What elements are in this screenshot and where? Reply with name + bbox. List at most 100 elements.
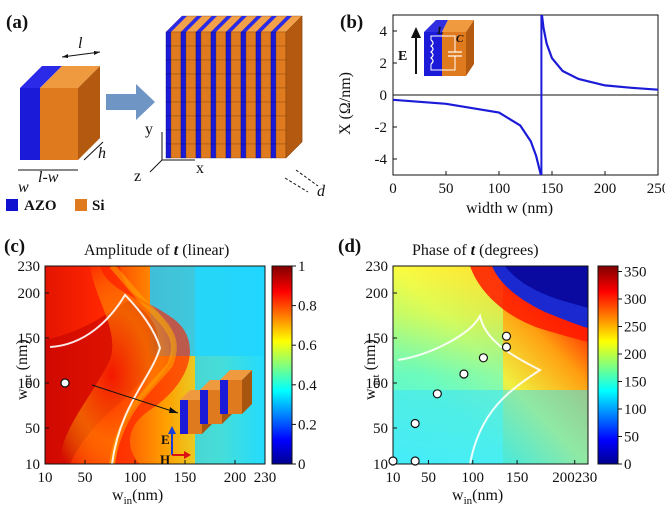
- data-point: [388, 456, 398, 466]
- panel-a: (a) l h l-w w y x z: [6, 12, 326, 214]
- axis-z-label: z: [134, 168, 141, 185]
- heatmap-ytick: 200: [18, 286, 41, 302]
- heatmap-ytick: 50: [373, 421, 388, 437]
- plot-d-frame: [392, 265, 589, 465]
- colorbar-tick: 0.8: [298, 299, 317, 315]
- plot-b-xtick: 200: [594, 181, 617, 197]
- colorbar-tick: 350: [624, 265, 647, 281]
- dim-l: l: [78, 35, 83, 52]
- colorbar-tick: 150: [624, 375, 647, 391]
- plot-b-xtick: 100: [488, 181, 511, 197]
- plot-b-xtick: 0: [389, 181, 397, 197]
- axis-x-label: x: [196, 160, 204, 177]
- axis-y-label: y: [145, 121, 153, 138]
- colorbar-c-ticks: 0 0.2 0.4 0.6 0.8 1: [292, 259, 317, 473]
- plot-c-title: Amplitude of t (linear): [84, 242, 229, 259]
- plot-b-ylabel: X (Ω/nm): [337, 72, 354, 135]
- heatmap-ytick: 150: [366, 331, 389, 347]
- legend-azo-swatch: [6, 199, 18, 211]
- panel-label-d: (d): [338, 236, 361, 257]
- heatmap-ytick: 10: [25, 457, 40, 473]
- heatmap-xtick: 50: [78, 470, 93, 486]
- heatmap-ytick: 10: [373, 457, 388, 473]
- colorbar-tick: 200: [624, 347, 647, 363]
- heatmap-ytick: 100: [18, 376, 41, 392]
- plot-d-xlabel: win(nm): [452, 487, 503, 507]
- contour-line: [49, 293, 162, 464]
- legend-si-label: Si: [92, 198, 105, 214]
- data-point: [478, 353, 489, 363]
- colorbar-tick: 50: [624, 430, 639, 446]
- plot-b-xtick: 150: [541, 181, 564, 197]
- heatmap-xtick: 100: [462, 470, 485, 486]
- heatmap-xtick: 50: [421, 470, 436, 486]
- colorbar-tick: 0.6: [298, 338, 317, 354]
- colorbar-tick: 0.4: [298, 378, 317, 394]
- plot-b-xlabel: width w (nm): [466, 200, 553, 217]
- plot-d-ylabel: wout(nm): [362, 339, 382, 400]
- array-inset: E H: [91, 370, 252, 467]
- panel-label-a: (a): [6, 12, 28, 33]
- colorbar-tick: 1: [298, 259, 306, 275]
- e-field-arrow-icon: [411, 27, 421, 38]
- marked-point: [60, 378, 70, 388]
- metamaterial-array: [165, 15, 303, 159]
- colorbar-d: [597, 265, 619, 465]
- heatmap-ytick: 230: [18, 259, 41, 275]
- panel-label-c: (c): [4, 236, 25, 257]
- heatmap-ytick: 150: [18, 331, 41, 347]
- data-point: [459, 369, 469, 379]
- heatmap-xtick: 200: [224, 470, 247, 486]
- heatmap-phase: [393, 266, 588, 464]
- plot-b-ytick: 0: [380, 88, 388, 104]
- data-point: [410, 456, 420, 466]
- legend-azo-label: AZO: [24, 198, 57, 214]
- heatmap-xtick: 230: [254, 470, 277, 486]
- reactance-branch-1: [540, 14, 659, 91]
- unit-cell: [20, 66, 100, 160]
- colorbar-tick: 0.2: [298, 417, 317, 433]
- data-point: [432, 389, 442, 399]
- arrow-icon: [106, 84, 155, 120]
- legend-si-swatch: [75, 199, 87, 211]
- reactance-branch-0: [392, 98, 542, 176]
- plot-b-ticks: 0 50 100 150 200 250 -4 -2 0 2 4: [375, 24, 665, 197]
- colorbar-tick: 0: [298, 457, 306, 473]
- panel-d: (d) Phase of t (degrees) 10 50 100 150 20023…: [338, 236, 647, 507]
- heatmap-ytick: 100: [366, 376, 389, 392]
- plot-b-ytick: -4: [375, 152, 388, 168]
- heatmap-xtick: 10: [386, 470, 401, 486]
- heatmap-xtick: 150: [506, 470, 529, 486]
- plot-d-title: Phase of t (degrees): [412, 242, 539, 259]
- inductor-icon: [430, 39, 434, 65]
- panel-label-b: (b): [340, 12, 363, 33]
- plot-b-ytick: 4: [380, 24, 388, 40]
- plot-b-ytick: 2: [380, 56, 388, 72]
- colorbar-tick: 300: [624, 292, 647, 308]
- marked-points: [388, 331, 512, 466]
- capacitor-icon: [430, 35, 456, 71]
- data-point: [501, 342, 512, 352]
- svg-text:C: C: [456, 33, 464, 45]
- plot-b-xtick: 250: [647, 181, 665, 197]
- plot-c-ylabel: wout(nm): [14, 339, 34, 400]
- heatmap-xtick: 200230: [552, 470, 597, 486]
- dim-lw: l-w: [38, 169, 59, 186]
- plot-c-ticks: 10 50 100 150 200 230 10 50 100 150 200 230: [18, 259, 277, 486]
- data-point: [60, 378, 70, 388]
- colorbar-tick: 0: [624, 457, 632, 473]
- plot-c-frame: [44, 265, 266, 465]
- dim-h: h: [98, 145, 106, 162]
- dim-w: w: [18, 179, 29, 196]
- plot-c-xlabel: win(nm): [112, 487, 163, 507]
- colorbar-tick: 250: [624, 320, 647, 336]
- inset-e-label: E: [161, 432, 170, 447]
- lc-inset: L C E: [398, 20, 474, 76]
- heatmap-amplitude: [45, 266, 265, 464]
- heatmap-ytick: 200: [366, 286, 389, 302]
- colorbar-c: [271, 265, 293, 465]
- heatmap-ytick: 230: [366, 259, 389, 275]
- svg-text:L: L: [436, 25, 444, 37]
